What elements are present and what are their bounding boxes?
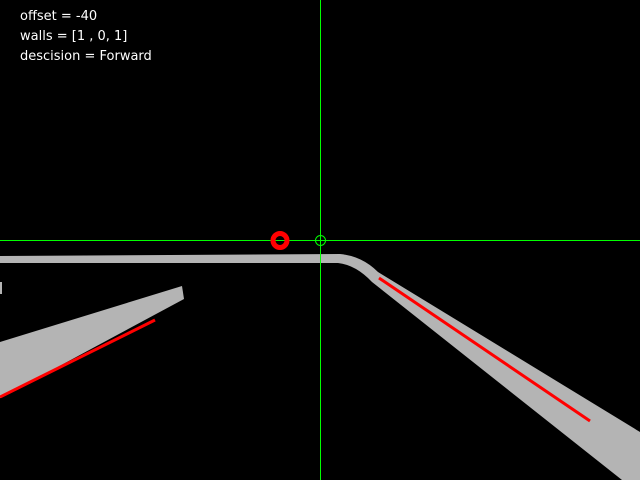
left-edge-line [0, 318, 156, 399]
offset-readout: offset = -40 [20, 9, 98, 24]
center-target-icon [315, 235, 326, 246]
track-left-fragment [0, 282, 2, 294]
right-edge-line [378, 276, 591, 423]
offset-marker-icon [270, 231, 290, 250]
decision-readout: descision = Forward [20, 49, 152, 64]
track-left-wall [0, 286, 184, 398]
walls-readout: walls = [1 , 0, 1] [20, 29, 128, 44]
hud-overlay: offset = -40 walls = [1 , 0, 1] descisio… [20, 7, 152, 67]
